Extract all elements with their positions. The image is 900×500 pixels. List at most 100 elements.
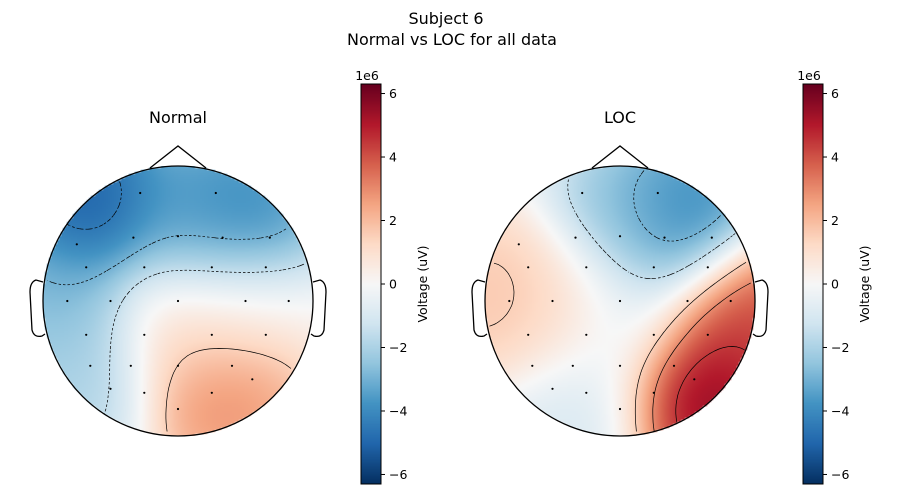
ear-left-loc xyxy=(471,279,488,338)
nose-normal xyxy=(149,145,207,169)
contour-negative xyxy=(567,170,736,279)
sensor-marker xyxy=(268,236,271,239)
topomap-loc: LOC xyxy=(471,108,769,437)
sensor-marker xyxy=(581,191,584,195)
colorbar-tick-label: −2 xyxy=(389,340,407,355)
topomap-loc-contours xyxy=(489,170,751,432)
sensor-marker xyxy=(706,333,709,336)
colorbar-tick-label: 2 xyxy=(389,213,397,228)
sensor-marker xyxy=(693,378,696,381)
sensor-marker xyxy=(663,236,666,239)
colorbar-loc-gradient xyxy=(803,84,823,484)
sensor-marker xyxy=(264,333,267,336)
sensor-marker xyxy=(214,191,217,195)
sensor-marker xyxy=(652,333,655,336)
sensor-marker xyxy=(618,407,622,411)
sensor-marker xyxy=(85,266,88,269)
colorbar-loc: −6 −4 −2 0 2 4 6 1e6 Voltage (uV) xyxy=(797,68,872,485)
colorbar-tick-label: 4 xyxy=(389,150,397,165)
sensor-marker xyxy=(531,364,534,367)
sensor-marker xyxy=(210,391,213,394)
topomap-normal-contours xyxy=(47,181,305,432)
panel-title-normal: Normal xyxy=(149,108,207,127)
colorbar-tick-label: −6 xyxy=(831,467,849,482)
sensor-marker xyxy=(230,364,234,367)
colorbar-loc-ticks: −6 −4 −2 0 2 4 6 xyxy=(823,86,849,482)
ear-right-loc xyxy=(752,279,769,338)
colorbar-tick-label: 0 xyxy=(389,277,397,292)
sensor-marker xyxy=(89,364,92,367)
sensor-marker xyxy=(176,235,180,238)
colorbar-normal-label: Voltage (uV) xyxy=(415,245,430,322)
sensor-marker xyxy=(129,364,132,367)
topomap-normal-sensors xyxy=(66,191,290,411)
figure-title-line2: Normal vs LOC for all data xyxy=(347,30,557,49)
sensor-marker xyxy=(176,364,180,367)
head-outline-normal xyxy=(42,165,314,437)
sensor-marker xyxy=(210,333,213,336)
colorbar-tick-label: −4 xyxy=(389,403,407,418)
sensor-marker xyxy=(686,299,689,303)
sensor-marker xyxy=(551,299,554,303)
colorbar-tick-label: 0 xyxy=(831,277,839,292)
ear-left-normal xyxy=(29,279,46,338)
sensor-marker xyxy=(574,236,577,239)
contour-positive xyxy=(165,348,292,432)
sensor-marker xyxy=(551,387,554,390)
panel-title-loc: LOC xyxy=(604,108,636,127)
sensor-marker xyxy=(571,364,574,367)
sensor-marker xyxy=(508,299,511,303)
sensor-marker xyxy=(143,266,146,269)
sensor-marker xyxy=(85,333,88,336)
sensor-marker xyxy=(244,299,247,303)
head-outline-loc xyxy=(484,165,756,437)
colorbar-normal-gradient xyxy=(361,84,381,484)
sensor-marker xyxy=(109,299,112,303)
contour-negative xyxy=(47,181,305,414)
nose-loc xyxy=(591,145,649,169)
sensor-marker xyxy=(672,364,676,367)
colorbar-loc-label: Voltage (uV) xyxy=(857,245,872,322)
sensor-marker xyxy=(729,299,732,303)
sensor-marker xyxy=(710,236,713,239)
sensor-marker xyxy=(652,391,655,394)
sensor-marker xyxy=(585,266,588,269)
sensor-marker xyxy=(139,191,142,195)
colorbar-tick-label: −2 xyxy=(831,340,849,355)
ear-right-normal xyxy=(310,279,327,338)
colorbar-tick-label: 6 xyxy=(389,86,397,101)
colorbar-tick-label: 4 xyxy=(831,150,839,165)
sensor-marker xyxy=(618,235,622,238)
sensor-marker xyxy=(210,266,213,269)
sensor-marker xyxy=(143,391,146,394)
colorbar-normal-offset: 1e6 xyxy=(355,68,379,83)
sensor-marker xyxy=(221,236,224,239)
sensor-marker xyxy=(618,364,622,367)
sensor-marker xyxy=(618,299,622,303)
sensor-marker xyxy=(287,299,290,303)
topomap-loc-sensors xyxy=(508,191,732,411)
sensor-marker xyxy=(66,299,69,303)
sensor-marker xyxy=(656,191,659,195)
colorbar-tick-label: −4 xyxy=(831,403,849,418)
colorbar-tick-label: 2 xyxy=(831,213,839,228)
sensor-marker xyxy=(251,378,254,381)
topomap-normal: Normal xyxy=(29,108,327,437)
sensor-marker xyxy=(652,266,655,269)
sensor-marker xyxy=(585,333,588,336)
sensor-marker xyxy=(176,299,180,303)
figure-title-line1: Subject 6 xyxy=(408,9,483,28)
sensor-marker xyxy=(264,266,267,269)
colorbar-normal: −6 −4 −2 0 2 4 6 1e6 Voltage (uV) xyxy=(355,68,430,485)
colorbar-loc-offset: 1e6 xyxy=(797,68,821,83)
sensor-marker xyxy=(176,407,180,411)
sensor-marker xyxy=(527,333,530,336)
colorbar-tick-label: 6 xyxy=(831,86,839,101)
sensor-marker xyxy=(143,333,146,336)
sensor-marker xyxy=(109,387,112,390)
contour-positive xyxy=(489,262,751,432)
sensor-marker xyxy=(132,236,135,239)
sensor-marker xyxy=(517,243,520,246)
colorbar-tick-label: −6 xyxy=(389,467,407,482)
